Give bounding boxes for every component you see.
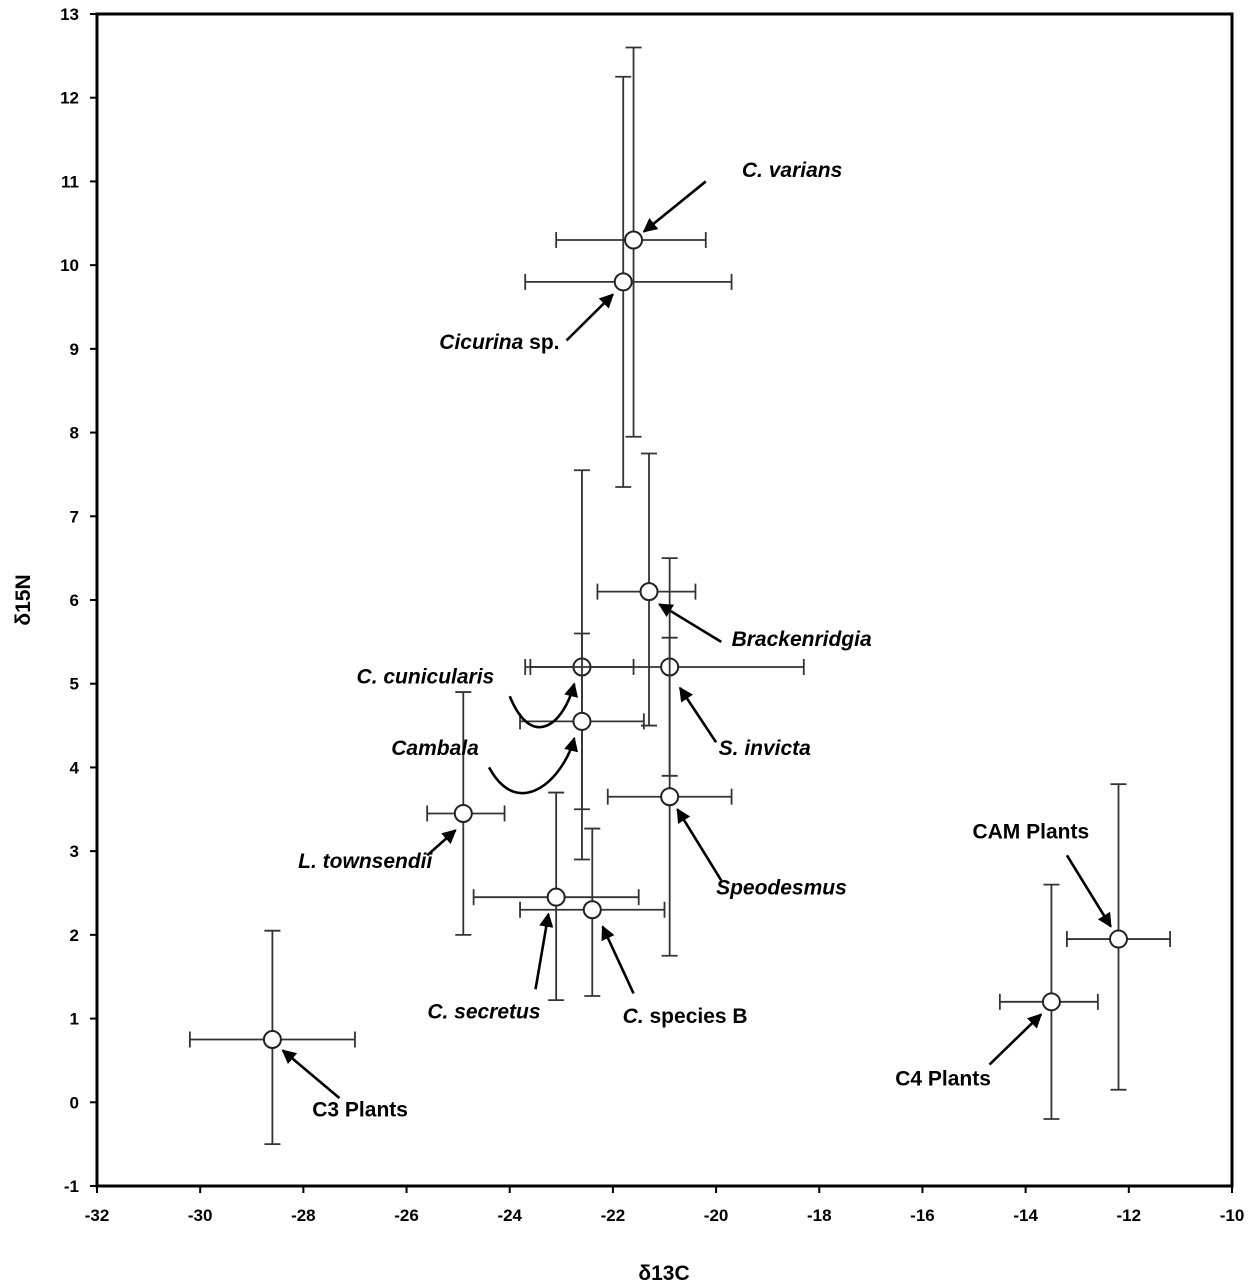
y-tick-label: 7 bbox=[70, 507, 79, 526]
y-tick-label: 0 bbox=[70, 1093, 79, 1112]
annotation-arrow bbox=[426, 829, 457, 857]
y-tick-label: 8 bbox=[70, 424, 79, 443]
data-point bbox=[582, 900, 602, 920]
data-point bbox=[262, 1030, 282, 1049]
x-tick-label: -24 bbox=[497, 1206, 522, 1225]
annotation-label: C4 Plants bbox=[895, 1068, 991, 1091]
x-tick-label: -12 bbox=[1117, 1206, 1142, 1225]
y-tick-label: 5 bbox=[70, 675, 79, 694]
annotation-cvarians: C. varians bbox=[642, 159, 842, 233]
annotations: C. varians Cicurina sp. Brackenridgia C. cu… bbox=[281, 159, 1112, 1122]
annotation-arrow bbox=[534, 912, 554, 990]
data-marks bbox=[188, 46, 1171, 1146]
y-tick-label: 11 bbox=[61, 172, 79, 191]
plot-area bbox=[95, 12, 1234, 1188]
annotation-c4plants: C4 Plants bbox=[895, 1013, 1043, 1091]
annotation-arrow bbox=[988, 1013, 1043, 1066]
annotation-label: C. species B bbox=[623, 1005, 748, 1028]
annotation-cicurina: Cicurina sp. bbox=[439, 293, 614, 354]
x-tick-label: -18 bbox=[807, 1206, 832, 1225]
annotation-brackenridgia: Brackenridgia bbox=[658, 603, 872, 651]
data-point-group bbox=[606, 636, 733, 957]
y-tick-label: 10 bbox=[60, 256, 79, 275]
data-point bbox=[1041, 992, 1061, 1012]
annotation-arrow bbox=[642, 180, 707, 233]
data-point-group bbox=[1066, 783, 1171, 1091]
annotation-label: Cambala bbox=[391, 737, 479, 760]
data-point bbox=[613, 272, 633, 292]
annotation-arrow bbox=[676, 808, 723, 882]
annotation-arrow bbox=[678, 686, 718, 744]
x-tick-label: -32 bbox=[85, 1206, 110, 1225]
annotation-arrow bbox=[281, 1049, 341, 1100]
data-point-group bbox=[596, 452, 697, 727]
annotation-c3plants: C3 Plants bbox=[281, 1049, 408, 1122]
annotation-label: C. cunicularis bbox=[357, 666, 495, 689]
x-tick-label: -28 bbox=[291, 1206, 316, 1225]
annotation-speodesmus: Speodesmus bbox=[676, 808, 847, 900]
annotation-label: Brackenridgia bbox=[732, 628, 872, 651]
x-tick-label: -30 bbox=[188, 1206, 213, 1225]
annotation-ltownsendii: L. townsendii bbox=[298, 829, 457, 873]
data-point-group bbox=[524, 75, 733, 488]
annotation-label: C3 Plants bbox=[312, 1099, 408, 1122]
data-point-group bbox=[519, 827, 666, 997]
x-axis-title: δ13C bbox=[638, 1262, 689, 1285]
annotation-cambala: Cambala bbox=[391, 736, 579, 795]
annotation-arrow bbox=[1065, 854, 1112, 928]
annotation-camplants: CAM Plants bbox=[972, 821, 1112, 928]
annotation-label: L. townsendii bbox=[298, 850, 433, 873]
x-tick-label: -26 bbox=[394, 1206, 419, 1225]
data-point-group bbox=[998, 883, 1099, 1120]
annotation-label: S. invicta bbox=[719, 737, 812, 760]
annotation-sinvicta: S. invicta bbox=[678, 686, 812, 760]
data-point-group bbox=[555, 46, 707, 438]
y-tick-label: 12 bbox=[60, 89, 79, 108]
x-tick-label: -10 bbox=[1220, 1206, 1245, 1225]
data-point bbox=[572, 711, 592, 731]
data-point-group bbox=[426, 691, 506, 936]
annotation-arrow bbox=[508, 682, 579, 729]
y-tick-label: 4 bbox=[70, 758, 80, 777]
y-tick-label: -1 bbox=[64, 1177, 79, 1196]
data-point bbox=[639, 582, 659, 602]
data-point bbox=[660, 787, 680, 807]
y-tick-label: 3 bbox=[70, 842, 79, 861]
x-tick-label: -14 bbox=[1013, 1206, 1038, 1225]
x-tick-label: -20 bbox=[704, 1206, 729, 1225]
data-point bbox=[453, 803, 473, 823]
data-point-group bbox=[472, 791, 640, 1002]
data-point bbox=[1109, 929, 1128, 949]
x-tick-label: -22 bbox=[601, 1206, 626, 1225]
annotation-label: C. varians bbox=[742, 159, 842, 182]
annotation-label: Speodesmus bbox=[716, 877, 847, 900]
y-axis-title: δ15N bbox=[12, 574, 35, 625]
y-tick-label: 6 bbox=[70, 591, 79, 610]
data-point bbox=[546, 887, 566, 907]
annotation-arrow bbox=[487, 736, 579, 795]
y-tick-label: 1 bbox=[70, 1010, 79, 1029]
data-point-group bbox=[188, 929, 356, 1146]
annotation-label: Cicurina sp. bbox=[439, 331, 559, 354]
annotation-arrow bbox=[658, 603, 722, 643]
data-point bbox=[624, 230, 644, 250]
annotation-ccunicularis: C. cunicularis bbox=[357, 666, 579, 729]
x-tick-label: -16 bbox=[910, 1206, 935, 1225]
y-tick-label: 13 bbox=[60, 5, 79, 24]
y-tick-label: 2 bbox=[70, 926, 79, 945]
axis-ticks: -32 -30 -28 -26 -24 -22 -20 -18 -16 -14 -12 -10-101… bbox=[60, 5, 1244, 1225]
y-tick-label: 9 bbox=[70, 340, 79, 359]
annotation-arrow bbox=[565, 293, 614, 342]
annotation-label: CAM Plants bbox=[972, 821, 1089, 844]
annotation-arrow bbox=[601, 925, 635, 995]
annotation-csecretus: C. secretus bbox=[427, 912, 554, 1024]
annotation-label: C. secretus bbox=[427, 1001, 540, 1024]
data-point-group bbox=[519, 632, 645, 811]
annotation-cspeciesb: C. species B bbox=[601, 925, 748, 1028]
